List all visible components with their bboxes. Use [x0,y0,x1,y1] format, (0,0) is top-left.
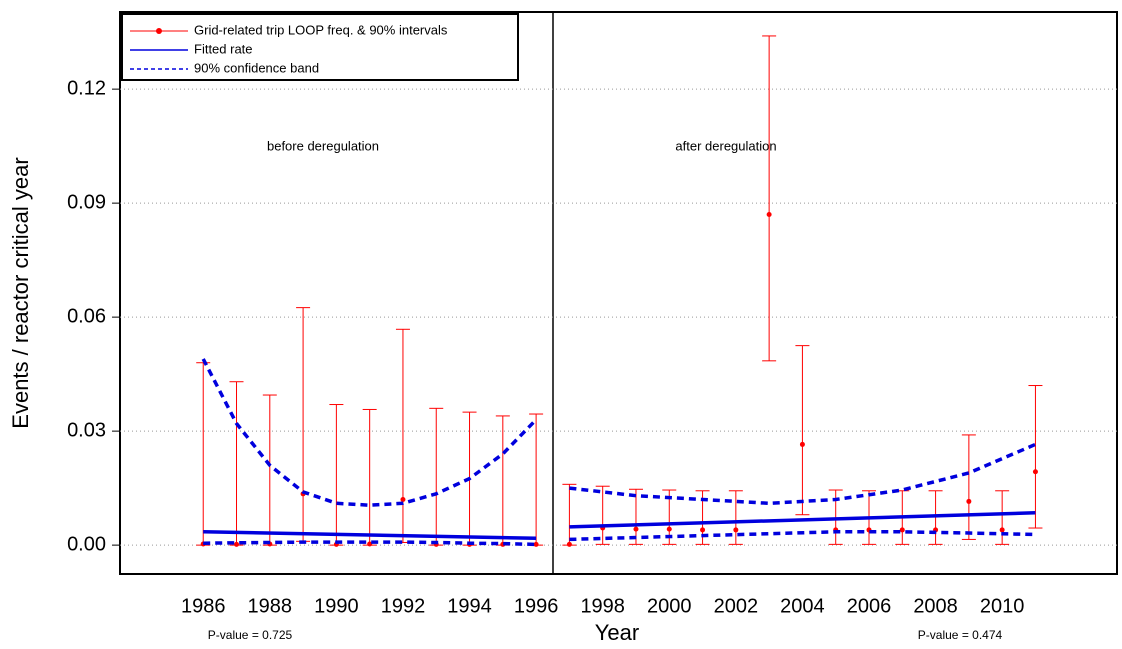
data-point [700,527,706,533]
fitted-line [203,530,537,541]
data-point [733,527,739,533]
data-point [234,541,240,547]
data-point [666,526,672,532]
data-point [367,541,373,547]
data-point [799,441,805,447]
data-point [533,541,539,547]
confidence-band-upper [201,358,538,507]
confidence-band-lower [203,540,537,547]
data-point [966,498,972,504]
data-point [766,212,772,218]
x-tick-label: 2008 [913,595,958,617]
x-tick-label: 2010 [980,595,1025,617]
data-point [999,527,1005,533]
data-point [633,526,639,532]
legend-label: Grid-related trip LOOP freq. & 90% inter… [194,22,448,37]
y-tick-label: 0.06 [67,305,106,327]
x-tick-label: 1988 [248,595,293,617]
annotation: before deregulation [267,138,379,153]
y-axis-title: Events / reactor critical year [8,157,33,428]
y-tick-label: 0.03 [67,419,106,441]
data-point [899,527,905,533]
x-tick-label: 2004 [780,595,825,617]
confidence-band-upper [569,442,1037,506]
legend: Grid-related trip LOOP freq. & 90% inter… [121,13,519,81]
p-value: P-value = 0.474 [918,628,1003,642]
x-tick-label: 1996 [514,595,559,617]
data-point [400,497,406,503]
plot-frame [119,11,1118,575]
x-tick-label: 1986 [181,595,226,617]
x-tick-label: 2002 [714,595,759,617]
data-point [566,541,572,547]
legend-marker [156,28,162,34]
p-value: P-value = 0.725 [208,628,293,642]
annotation: after deregulation [675,138,776,153]
x-tick-label: 2000 [647,595,692,617]
confidence-band-lower [569,530,1036,542]
x-tick-label: 1992 [381,595,426,617]
x-tick-label: 1998 [580,595,625,617]
x-axis-title: Year [595,620,639,645]
y-tick-label: 0.12 [67,77,106,99]
legend-label: Fitted rate [194,41,253,56]
x-tick-label: 1990 [314,595,359,617]
data-point [1032,469,1038,475]
y-tick-label: 0.00 [67,533,106,555]
x-tick-label: 1994 [447,595,492,617]
fitted-line [569,511,1036,529]
legend-label: 90% confidence band [194,60,319,75]
y-tick-label: 0.09 [67,191,106,213]
x-tick-label: 2006 [847,595,892,617]
